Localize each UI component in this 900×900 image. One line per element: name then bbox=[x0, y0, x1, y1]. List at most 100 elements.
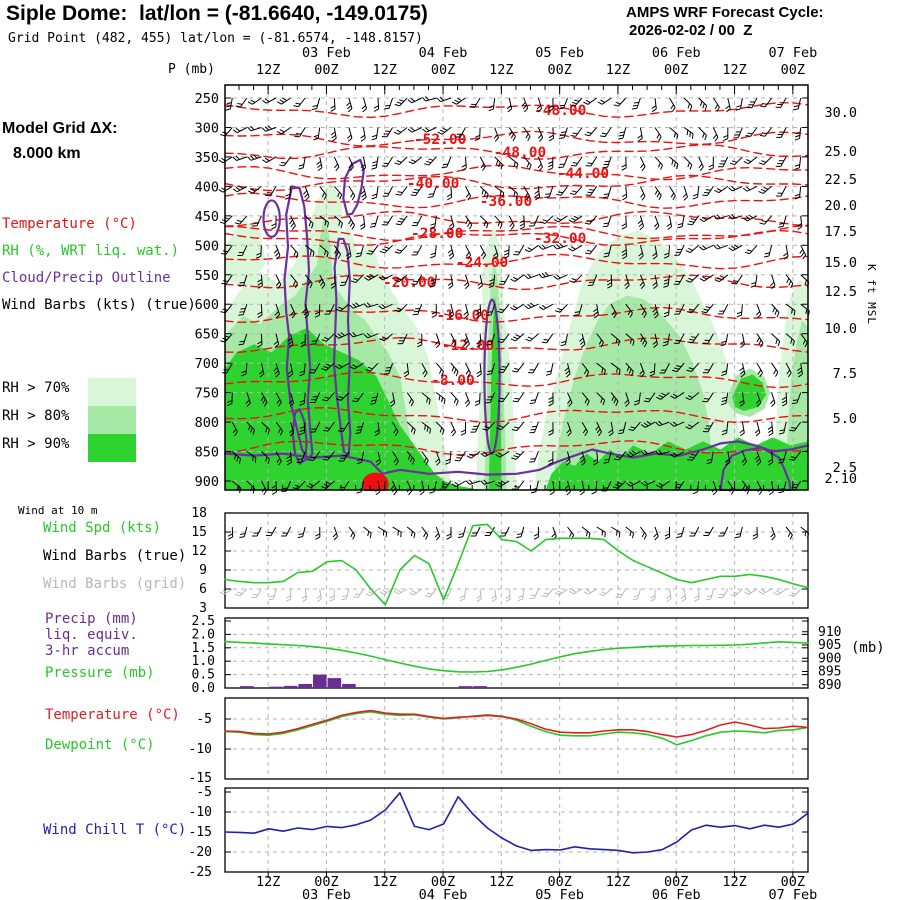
barb-tick bbox=[721, 373, 727, 377]
barb-tick bbox=[458, 454, 464, 456]
wind-barb bbox=[448, 304, 455, 319]
barb-tick bbox=[632, 104, 638, 107]
barb-tick bbox=[465, 192, 470, 198]
barb-shaft bbox=[314, 392, 321, 403]
barb-tick bbox=[430, 223, 436, 226]
barb-tick bbox=[761, 589, 766, 593]
barb-shaft bbox=[595, 480, 598, 493]
barb-shaft bbox=[333, 245, 342, 255]
barb-shaft bbox=[229, 97, 233, 109]
barb-shaft bbox=[523, 97, 529, 109]
wind-barb bbox=[369, 215, 379, 228]
wind-barb bbox=[237, 245, 248, 257]
barb-shaft bbox=[707, 421, 714, 432]
barb-tick bbox=[510, 338, 516, 342]
wind-barb bbox=[702, 392, 714, 403]
barb-tick bbox=[381, 275, 387, 279]
barb-tick bbox=[807, 533, 810, 539]
wind-barb bbox=[406, 526, 416, 539]
wind-barb bbox=[768, 480, 774, 496]
barb-tick bbox=[267, 429, 270, 435]
barb-shaft bbox=[360, 480, 364, 492]
barb-tick bbox=[568, 247, 573, 252]
bottom-hour-label: 12Z bbox=[256, 874, 280, 890]
barb-shaft bbox=[446, 156, 452, 168]
barb-tick bbox=[512, 400, 518, 403]
barb-tick bbox=[513, 253, 519, 256]
wind-barb bbox=[584, 244, 598, 255]
barb-tick bbox=[282, 97, 288, 102]
barb-tick bbox=[512, 136, 516, 142]
wind-barb bbox=[736, 304, 743, 318]
barb-shaft bbox=[514, 274, 525, 282]
barb-shaft bbox=[669, 127, 679, 135]
wind-barb bbox=[292, 480, 306, 490]
pressure-tick-label: 700 bbox=[195, 356, 219, 372]
barb-tick bbox=[560, 344, 566, 347]
rh-shading-pale bbox=[225, 218, 266, 288]
barb-tick bbox=[714, 104, 719, 110]
barb-tick bbox=[586, 220, 592, 223]
barb-tick bbox=[691, 218, 697, 221]
rh-color-scale bbox=[88, 378, 136, 462]
barb-shaft bbox=[479, 274, 483, 286]
barb-tick bbox=[699, 278, 705, 282]
barb-tick bbox=[259, 373, 265, 378]
barb-shaft bbox=[465, 274, 470, 286]
barb-tick bbox=[241, 373, 247, 377]
barb-shaft bbox=[348, 526, 356, 536]
barb-tick bbox=[374, 429, 380, 433]
barb-tick bbox=[309, 372, 315, 374]
wind-barb bbox=[775, 186, 787, 197]
barb-tick bbox=[586, 371, 590, 377]
barb-shaft bbox=[780, 156, 787, 167]
barb-shaft bbox=[550, 363, 554, 375]
wind-barb bbox=[392, 451, 399, 466]
barb-tick bbox=[714, 137, 719, 142]
barb-tick bbox=[233, 454, 237, 460]
barb-tick bbox=[351, 224, 355, 230]
barb-tick bbox=[654, 314, 659, 319]
barb-tick bbox=[238, 458, 242, 464]
barb-tick bbox=[748, 214, 754, 219]
barb-tick bbox=[478, 285, 483, 290]
wind-barb bbox=[702, 362, 714, 374]
barb-tick bbox=[218, 159, 224, 164]
barb-tick bbox=[219, 221, 225, 225]
wind-barb bbox=[692, 480, 700, 495]
wind-barb bbox=[296, 451, 306, 464]
barb-shaft bbox=[426, 127, 437, 133]
wind-barb bbox=[640, 526, 647, 540]
barb-tick bbox=[349, 222, 354, 227]
precip-pressure-panel-border bbox=[224, 617, 809, 689]
barb-tick bbox=[350, 532, 354, 538]
barb-tick bbox=[503, 255, 509, 259]
wind-barb bbox=[548, 97, 554, 112]
barb-tick bbox=[446, 536, 452, 540]
wind-barb bbox=[598, 588, 612, 597]
barb-tick bbox=[533, 536, 539, 540]
barb-tick bbox=[764, 252, 770, 255]
barb-tick bbox=[299, 403, 305, 406]
barb-shaft bbox=[450, 274, 454, 286]
barb-tick bbox=[470, 431, 476, 433]
barb-tick bbox=[704, 398, 710, 400]
wind-barb bbox=[669, 156, 679, 169]
barb-shaft bbox=[479, 363, 482, 375]
barb-tick bbox=[459, 598, 465, 602]
barb-shaft bbox=[654, 245, 658, 257]
barb-tick bbox=[618, 369, 621, 375]
barb-tick bbox=[466, 455, 472, 459]
wind-barb bbox=[654, 186, 662, 201]
wind-barb bbox=[392, 526, 402, 538]
kft-tick-label: 30.0 bbox=[824, 105, 857, 121]
barb-tick bbox=[781, 396, 787, 401]
barb-tick bbox=[548, 134, 554, 139]
barb-tick bbox=[624, 399, 629, 404]
barb-tick bbox=[545, 373, 551, 376]
barb-shaft bbox=[484, 451, 495, 457]
wind-barb bbox=[537, 127, 544, 142]
barb-tick bbox=[403, 370, 409, 375]
wind-barb bbox=[767, 422, 774, 437]
barb-tick bbox=[555, 310, 561, 313]
